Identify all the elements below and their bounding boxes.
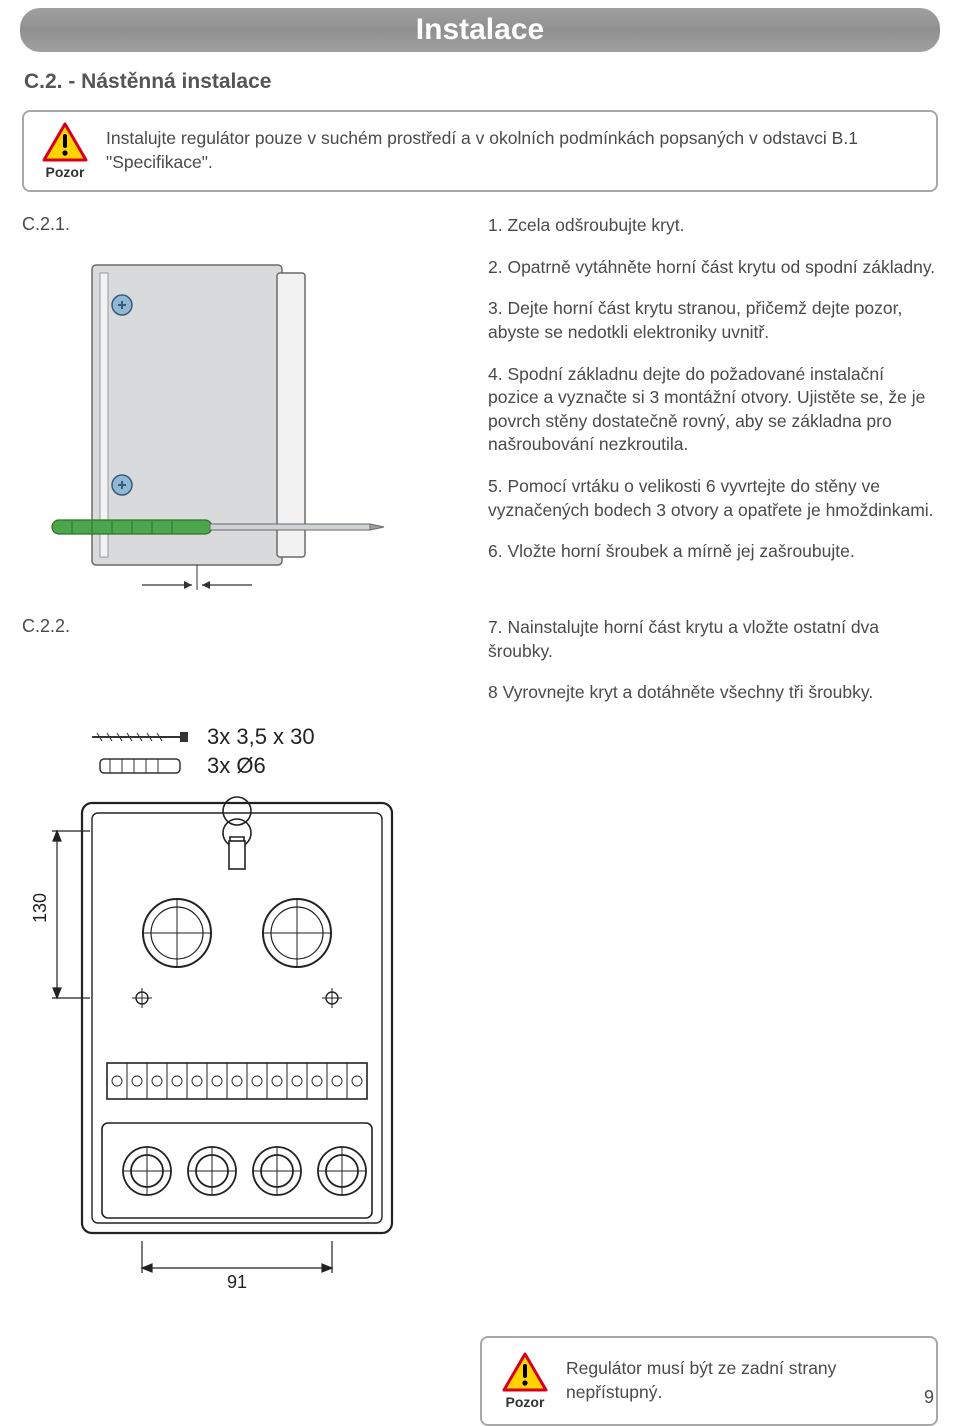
steps-list: 1. Zcela odšroubujte kryt. 2. Opatrně vy… — [488, 214, 938, 564]
figure-label-1: C.2.1. — [22, 214, 462, 235]
step-1: 1. Zcela odšroubujte kryt. — [488, 214, 938, 238]
step-2: 2. Opatrně vytáhněte horní část krytu od… — [488, 256, 938, 280]
step-6: 6. Vložte horní šroubek a mírně jej zašr… — [488, 540, 938, 564]
header-bar: Instalace — [20, 8, 940, 52]
dim-horizontal: 91 — [227, 1272, 247, 1292]
figure-label-2: C.2.2. — [22, 616, 462, 637]
warning-box-bottom: Pozor Regulátor musí být ze zadní strany… — [480, 1336, 938, 1426]
step-7: 7. Nainstalujte horní část krytu a vložt… — [488, 616, 938, 663]
warning-icon-wrap: Pozor — [38, 122, 92, 180]
dim-vertical: 130 — [30, 893, 50, 923]
warning-text: Instalujte regulátor pouze v suchém pros… — [106, 127, 922, 174]
step-8: 8 Vyrovnejte kryt a dotáhněte všechny tř… — [488, 681, 938, 705]
step-5: 5. Pomocí vrtáku o velikosti 6 vyvrtejte… — [488, 475, 938, 522]
step-3: 3. Dejte horní část krytu stranou, přiče… — [488, 297, 938, 344]
section-title: C.2. - Nástěnná instalace — [24, 70, 960, 94]
warning-box-top: Pozor Instalujte regulátor pouze v suché… — [22, 110, 938, 192]
page-number: 9 — [924, 1387, 934, 1408]
figure-c22: 3x 3,5 x 30 3x Ø6 — [22, 723, 938, 1308]
hardware-line-1: 3x 3,5 x 30 — [207, 724, 315, 749]
step-4: 4. Spodní základnu dejte do požadované i… — [488, 363, 938, 458]
figure-c21 — [22, 245, 462, 610]
warning-icon-wrap-2: Pozor — [498, 1352, 552, 1410]
warning-triangle-icon — [502, 1352, 548, 1392]
page-title: Instalace — [416, 13, 544, 47]
warning-triangle-icon — [42, 122, 88, 162]
hardware-line-2: 3x Ø6 — [207, 753, 266, 778]
warning-text-2: Regulátor musí být ze zadní strany nepří… — [566, 1357, 920, 1404]
warning-label: Pozor — [46, 164, 85, 180]
warning-label-2: Pozor — [506, 1394, 545, 1410]
steps-list-2: 7. Nainstalujte horní část krytu a vložt… — [488, 616, 938, 705]
